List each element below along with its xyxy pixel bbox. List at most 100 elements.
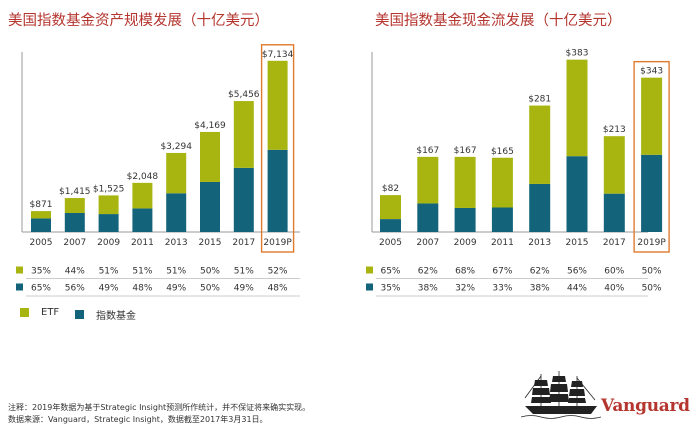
chart-0-index-share: 48% [132, 284, 152, 294]
chart-0-category-label: 2011 [131, 238, 154, 248]
chart-1-bar-index-2011 [491, 207, 513, 232]
chart-0-bar-etf-2013 [166, 152, 187, 194]
chart-1-total-label: $165 [491, 147, 514, 157]
vanguard-logo: Vanguard [521, 368, 697, 424]
chart-1-index-share: 35% [380, 284, 400, 294]
chart-1-highlight-box [633, 60, 670, 253]
chart-1-etf-share: 67% [492, 267, 512, 277]
chart-0-category-label: 2007 [63, 238, 86, 248]
chart-0-index-share: 65% [31, 284, 51, 294]
chart-1-bar-index-2017 [603, 193, 625, 232]
chart-0-total-label: $1,525 [93, 184, 125, 194]
chart-1-etf-share: 60% [604, 267, 624, 277]
chart-0-index-share: 56% [65, 284, 85, 294]
chart-0-index-share: 48% [268, 284, 288, 294]
legend-etf-swatch [20, 308, 29, 317]
chart-0-bar-etf-2009 [98, 195, 119, 215]
chart-1-bar-etf-2007 [417, 156, 439, 204]
chart-0-total-label: $871 [30, 200, 53, 210]
chart-0-bar-index-2007 [64, 212, 85, 232]
footnote-note: 注释：2019年数据为基于Strategic Insight预测所作统计，并不保… [8, 403, 311, 412]
chart-0-bar-etf-2019P [267, 60, 288, 150]
chart-0-bar-etf-2015 [200, 131, 220, 182]
chart-0-etf-share: 51% [166, 267, 186, 277]
footnote-source: 数据来源：Vanguard，Strategic Insight，数据截至2017… [8, 415, 268, 424]
chart-1-bar-index-2019P [641, 154, 663, 232]
chart-1-bar-etf-2013 [529, 105, 551, 184]
chart-1-total-label: $213 [603, 125, 626, 135]
chart-0-category-label: 2005 [30, 238, 53, 248]
chart-1-category-label: 2005 [379, 238, 402, 248]
chart-1-index-share: 38% [530, 284, 550, 294]
chart-0-bar-etf-2007 [64, 198, 85, 213]
chart-0-bar-index-2013 [166, 193, 187, 232]
chart-0-category-label: 2017 [232, 238, 255, 248]
chart-1-bar-etf-2011 [491, 157, 513, 208]
chart-0-bar-etf-2005 [31, 211, 51, 219]
chart-1-index-share: 32% [455, 284, 475, 294]
chart-1-etf-share: 62% [418, 267, 438, 277]
chart-0-etf-share: 50% [200, 267, 220, 277]
chart-0-etf-share: 51% [99, 267, 119, 277]
vanguard-logo-text: Vanguard [601, 396, 690, 416]
chart-0-bar-index-2015 [200, 181, 220, 232]
chart-1-etf-share: 65% [380, 267, 400, 277]
chart-1-etf-share: 56% [567, 267, 587, 277]
chart-0-etf-share: 44% [65, 267, 85, 277]
chart-1-category-label: 2011 [491, 238, 514, 248]
chart-0-etf-share: 35% [31, 267, 51, 277]
chart-0-highlight-box [260, 44, 295, 253]
chart-0-total-label: $7,134 [262, 50, 294, 60]
chart-title-assets: 美国指数基金资产规模发展（十亿美元） [8, 13, 269, 29]
chart-0-index-share: 50% [200, 284, 220, 294]
chart-1-etf-share: 68% [455, 267, 475, 277]
legend-index: 指数基金 [75, 307, 136, 322]
chart-1-etf-share: 50% [642, 267, 662, 277]
legend-index-swatch [75, 310, 84, 319]
chart-0-etf-share: 51% [234, 267, 254, 277]
chart-0-total-label: $2,048 [127, 172, 159, 182]
chart-1-index-share: 40% [604, 284, 624, 294]
chart-1-category-label: 2019P [637, 238, 666, 248]
chart-1-total-label: $167 [454, 146, 477, 156]
chart-1-total-label: $167 [416, 146, 439, 156]
chart-1-category-label: 2009 [454, 238, 477, 248]
chart-1-bar-etf-2017 [603, 136, 625, 194]
chart-1-index-share: 50% [642, 284, 662, 294]
chart-0-total-label: $3,294 [160, 142, 192, 152]
chart-0-category-label: 2019P [263, 238, 292, 248]
chart-1-category-label: 2007 [416, 238, 439, 248]
chart-0-total-label: $1,415 [59, 187, 91, 197]
chart-1-category-label: 2013 [528, 238, 551, 248]
legend-etf-label: ETF [41, 307, 60, 318]
chart-1-bar-index-2013 [529, 183, 551, 232]
chart-1-category-label: 2015 [566, 238, 589, 248]
chart-0-bar-index-2009 [98, 214, 119, 232]
chart-1-etf-share: 62% [530, 267, 550, 277]
chart-1-bar-etf-2009 [454, 156, 476, 208]
chart-0-bar-index-2011 [132, 208, 153, 232]
chart-0-etf-share: 52% [268, 267, 288, 277]
chart-1-row-etf-marker [366, 266, 373, 274]
chart-1-total-label: $82 [382, 184, 399, 194]
chart-0-index-share: 49% [99, 284, 119, 294]
chart-0-category-label: 2009 [97, 238, 120, 248]
chart-1-category-label: 2017 [603, 238, 626, 248]
chart-1-total-label: $383 [566, 49, 589, 59]
chart-1-bar-index-2005 [380, 219, 401, 232]
chart-1-index-share: 33% [492, 284, 512, 294]
chart-1-bar-index-2007 [417, 203, 439, 232]
chart-1-total-label: $343 [640, 67, 663, 77]
chart-0-row-index-marker [16, 283, 23, 291]
chart-0-total-label: $4,169 [194, 121, 226, 131]
chart-title-cashflow: 美国指数基金现金流发展（十亿美元） [375, 13, 622, 29]
chart-0-category-label: 2013 [165, 238, 188, 248]
chart-1-index-share: 38% [418, 284, 438, 294]
chart-0-total-label: $5,456 [228, 90, 260, 100]
chart-0-index-share: 49% [166, 284, 186, 294]
chart-1-index-share: 44% [567, 284, 587, 294]
chart-1-bar-etf-2005 [380, 195, 401, 220]
chart-0-category-label: 2015 [199, 238, 222, 248]
chart-0-bar-etf-2017 [233, 101, 254, 168]
chart-1-bar-index-2015 [566, 156, 588, 232]
